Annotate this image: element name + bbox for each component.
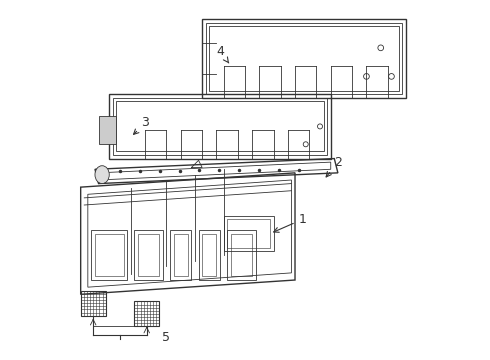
Bar	[223, 216, 273, 251]
Text: 1: 1	[274, 213, 306, 232]
Bar	[231, 234, 252, 276]
Bar	[134, 230, 163, 280]
Bar	[109, 94, 331, 158]
Text: 3: 3	[134, 116, 149, 134]
Bar	[95, 234, 123, 276]
Bar	[202, 19, 406, 98]
Bar	[134, 301, 159, 327]
Bar	[173, 234, 188, 276]
Bar	[138, 234, 159, 276]
Bar	[81, 291, 106, 316]
Bar	[113, 98, 327, 155]
Bar	[227, 230, 256, 280]
Bar	[98, 116, 117, 144]
Bar	[209, 26, 398, 91]
Bar	[202, 234, 217, 276]
Bar	[198, 230, 220, 280]
Ellipse shape	[95, 166, 109, 184]
Bar	[227, 219, 270, 248]
Text: 2: 2	[326, 156, 342, 177]
Bar	[92, 230, 127, 280]
Text: 4: 4	[217, 45, 229, 63]
Text: 5: 5	[162, 331, 171, 344]
Bar	[206, 23, 402, 94]
Bar	[117, 102, 323, 152]
Bar	[170, 230, 192, 280]
